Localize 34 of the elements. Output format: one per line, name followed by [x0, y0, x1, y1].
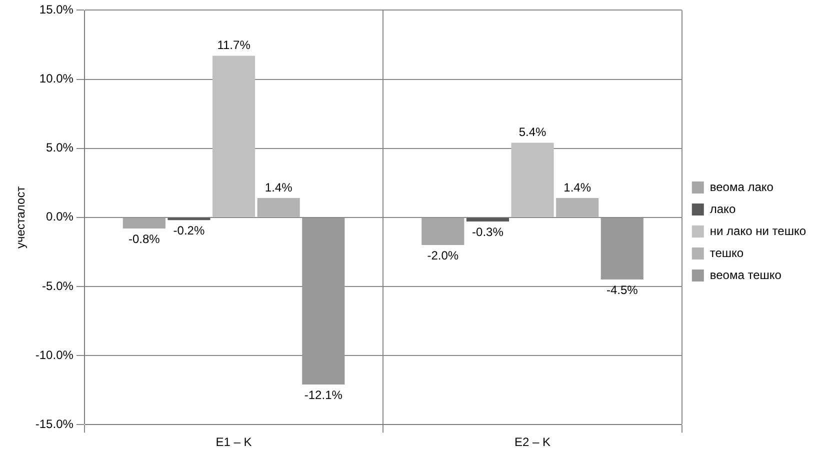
- data-label: 1.4%: [264, 180, 293, 194]
- legend-label: лако: [710, 202, 736, 216]
- bar: [511, 142, 554, 217]
- data-label: 5.4%: [518, 125, 547, 140]
- bar: [122, 218, 166, 228]
- y-tick-label: -10.0%: [35, 348, 74, 362]
- y-tick-label: -15.0%: [35, 416, 74, 431]
- y-tick-label: -5.0%: [42, 278, 74, 293]
- data-label: -4.5%: [606, 282, 638, 297]
- y-tick-label: 5.0%: [46, 140, 74, 155]
- y-axis-title: учесталост: [14, 186, 28, 249]
- data-label: -0.3%: [472, 224, 504, 239]
- legend-label: тешко: [710, 246, 744, 260]
- data-label: 11.7%: [217, 38, 251, 52]
- bar: [556, 198, 599, 217]
- x-tick-label: E2 – K: [514, 435, 551, 450]
- bar: [422, 218, 464, 246]
- data-label: -0.2%: [173, 223, 205, 238]
- y-tick-label: 0.0%: [46, 210, 74, 224]
- data-label: -12.1%: [304, 388, 343, 402]
- y-tick-label: 15.0%: [39, 2, 74, 17]
- data-label: -2.0%: [427, 248, 459, 262]
- bar: [212, 56, 256, 217]
- data-label: -0.8%: [128, 232, 160, 246]
- y-tick-label: 10.0%: [39, 72, 74, 86]
- data-label: 1.4%: [564, 180, 592, 194]
- bar: [600, 218, 644, 280]
- bar: [257, 198, 300, 217]
- legend-label: ни лако ни тешко: [710, 224, 806, 238]
- legend-label: веома лако: [710, 180, 774, 194]
- x-tick-label: E1 – K: [216, 435, 252, 450]
- bar: [302, 218, 345, 385]
- bar: [466, 218, 509, 222]
- legend-label: веома тешко: [710, 268, 782, 282]
